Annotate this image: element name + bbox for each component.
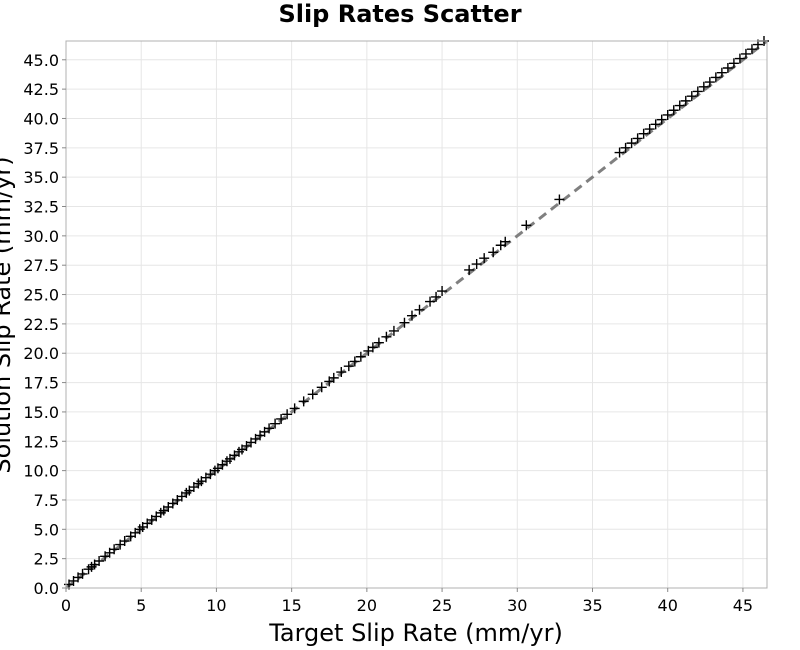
y-axis-ticks: 0.0 2.5 5.0 7.5 10.0 12.5 15.0 17.5 20.0 22.5 25.0… xyxy=(23,51,66,598)
data-point xyxy=(644,124,655,135)
y-tick-label: 45.0 xyxy=(23,51,59,70)
data-point xyxy=(554,194,565,205)
data-point xyxy=(355,351,366,362)
y-tick-label: 42.5 xyxy=(23,80,59,99)
y-tick-label: 5.0 xyxy=(34,520,59,539)
y-tick-label: 17.5 xyxy=(23,374,59,393)
data-point xyxy=(662,109,673,120)
data-point xyxy=(668,105,679,116)
x-tick-label: 15 xyxy=(281,596,301,615)
data-point xyxy=(298,396,309,407)
data-point xyxy=(431,291,442,302)
y-tick-label: 40.0 xyxy=(23,109,59,128)
data-point xyxy=(521,220,532,231)
x-tick-label: 35 xyxy=(582,596,602,615)
grid xyxy=(65,41,767,589)
data-point xyxy=(638,128,649,139)
data-point xyxy=(680,95,691,106)
data-point xyxy=(316,382,327,393)
y-tick-label: 30.0 xyxy=(23,227,59,246)
y-tick-label: 35.0 xyxy=(23,168,59,187)
y-tick-label: 12.5 xyxy=(23,432,59,451)
y-tick-label: 2.5 xyxy=(34,550,59,569)
y-tick-label: 7.5 xyxy=(34,491,59,510)
x-axis-label: Target Slip Rate (mm/yr) xyxy=(268,619,563,647)
y-tick-label: 27.5 xyxy=(23,256,59,275)
x-tick-label: 30 xyxy=(507,596,527,615)
data-point xyxy=(650,119,661,130)
data-points xyxy=(64,36,769,590)
data-point xyxy=(276,413,287,424)
data-point xyxy=(740,48,751,59)
x-tick-label: 10 xyxy=(206,596,226,615)
y-tick-label: 15.0 xyxy=(23,403,59,422)
data-point xyxy=(414,304,425,315)
data-point xyxy=(307,389,318,400)
data-point xyxy=(381,331,392,342)
data-point xyxy=(119,536,130,547)
data-point xyxy=(704,77,715,88)
x-tick-label: 20 xyxy=(357,596,377,615)
data-point xyxy=(399,317,410,328)
x-tick-label: 45 xyxy=(733,596,753,615)
data-point xyxy=(289,403,300,414)
data-point xyxy=(479,253,490,264)
x-tick-label: 0 xyxy=(61,596,71,615)
x-axis-ticks: 0 5 10 15 20 25 30 35 40 45 xyxy=(61,588,753,615)
data-point xyxy=(270,418,281,429)
y-tick-label: 22.5 xyxy=(23,315,59,334)
data-point xyxy=(282,409,293,420)
data-point xyxy=(722,62,733,73)
data-point xyxy=(686,91,697,102)
data-point xyxy=(349,356,360,367)
y-tick-label: 25.0 xyxy=(23,286,59,305)
data-point xyxy=(710,72,721,83)
data-point xyxy=(626,138,637,149)
data-point xyxy=(632,133,643,144)
y-tick-label: 32.5 xyxy=(23,198,59,217)
data-point xyxy=(698,81,709,92)
data-point xyxy=(620,142,631,153)
data-point xyxy=(464,264,475,275)
chart-title: Slip Rates Scatter xyxy=(278,0,521,28)
plot-frame xyxy=(65,40,768,589)
data-point xyxy=(264,423,275,434)
data-point xyxy=(437,286,448,297)
data-point xyxy=(94,556,105,567)
data-point xyxy=(500,236,511,247)
data-point xyxy=(488,247,499,258)
y-tick-label: 10.0 xyxy=(23,462,59,481)
x-tick-label: 25 xyxy=(432,596,452,615)
data-point xyxy=(425,296,436,307)
y-axis-label: Solution Slip Rate (mm/yr) xyxy=(0,156,16,473)
data-point xyxy=(343,361,354,372)
data-point xyxy=(734,53,745,64)
data-point xyxy=(692,86,703,97)
x-tick-label: 40 xyxy=(658,596,678,615)
y-tick-label: 37.5 xyxy=(23,139,59,158)
data-point xyxy=(373,337,384,348)
y-tick-label: 0.0 xyxy=(34,579,59,598)
y-tick-label: 20.0 xyxy=(23,344,59,363)
data-point xyxy=(746,44,757,55)
data-point xyxy=(716,67,727,78)
data-point xyxy=(77,568,88,579)
data-point xyxy=(674,100,685,111)
data-point xyxy=(328,372,339,383)
data-point xyxy=(728,58,739,69)
data-point xyxy=(336,367,347,378)
x-tick-label: 5 xyxy=(136,596,146,615)
data-point xyxy=(367,342,378,353)
data-point xyxy=(388,325,399,336)
data-point xyxy=(471,259,482,270)
data-point xyxy=(109,544,120,555)
data-point xyxy=(406,310,417,321)
data-point xyxy=(614,147,625,158)
data-point xyxy=(656,114,667,125)
